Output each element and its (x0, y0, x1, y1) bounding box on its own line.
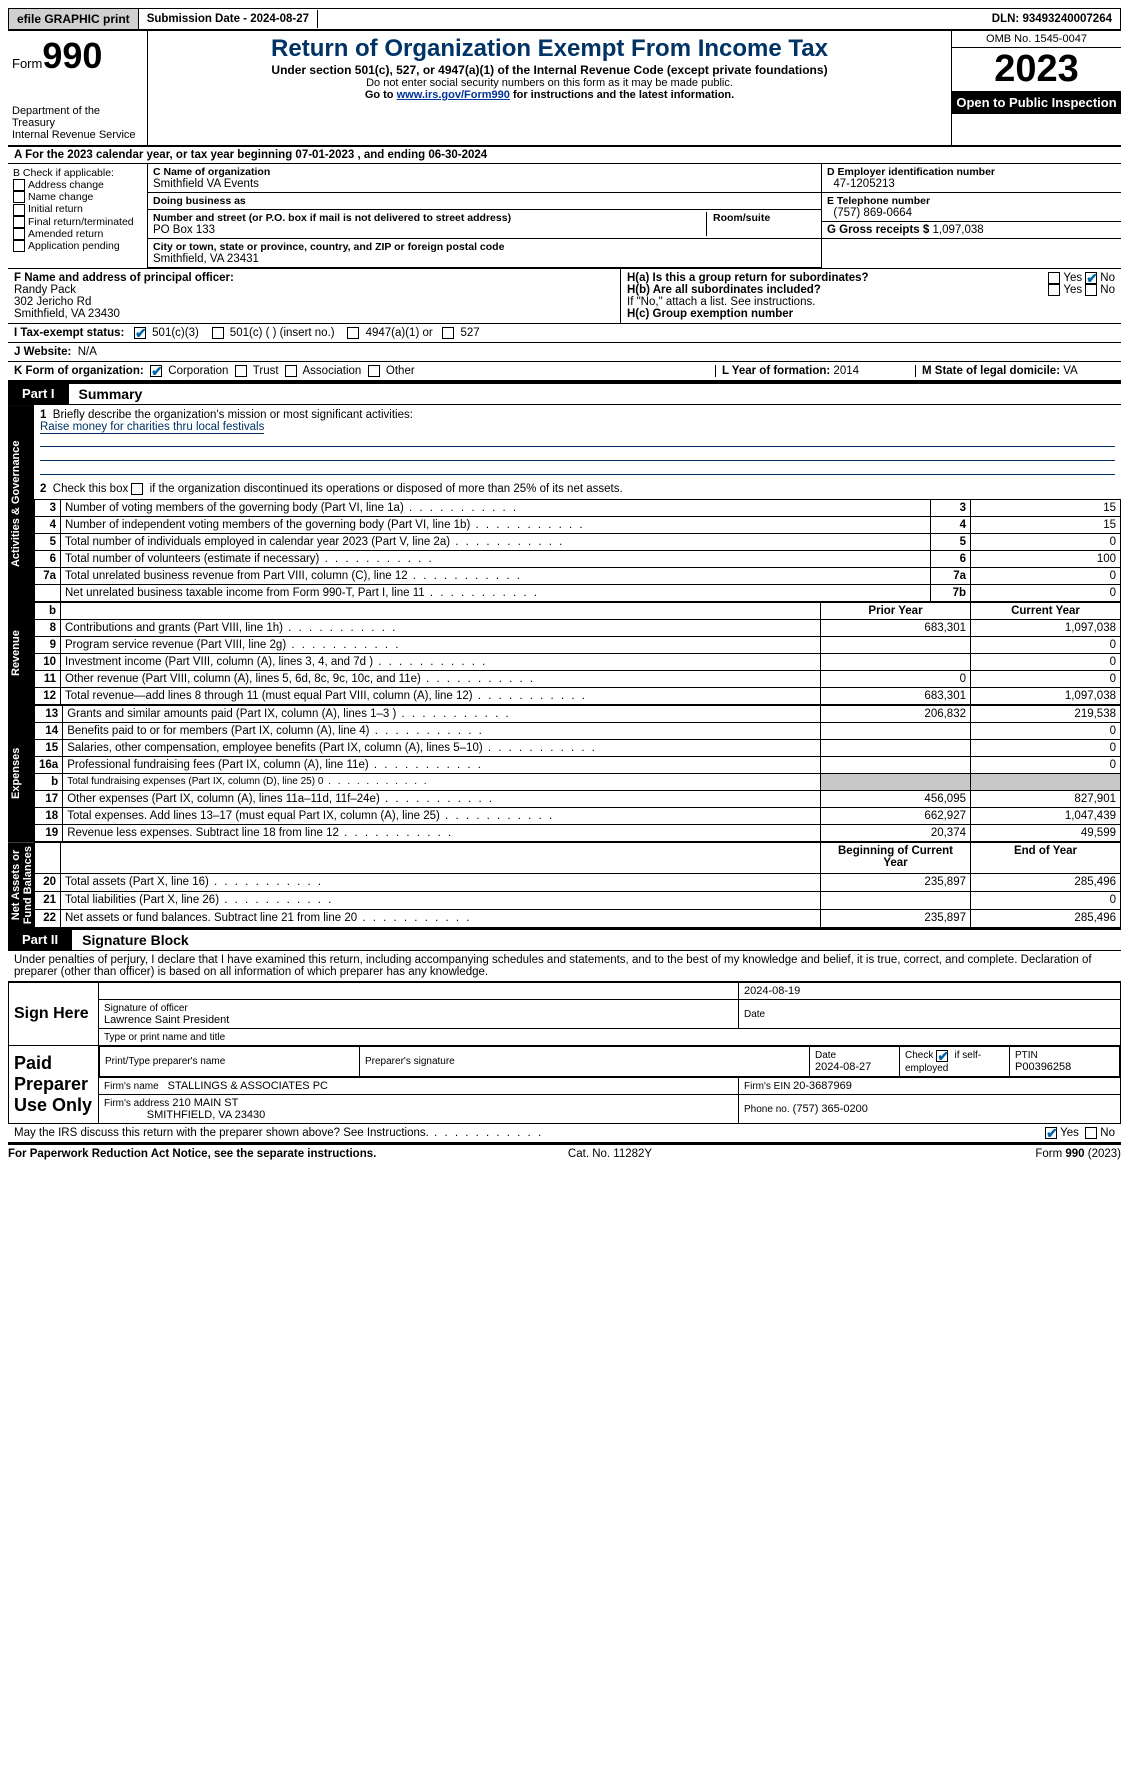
submission-date: Submission Date - 2024-08-27 (139, 10, 318, 28)
street: PO Box 133 (153, 224, 215, 236)
checkbox-icon[interactable] (347, 327, 359, 339)
checkbox-icon[interactable] (13, 191, 25, 203)
f-h-block: F Name and address of principal officer:… (8, 269, 1121, 324)
checkbox-icon[interactable] (1048, 284, 1060, 296)
discuss-row: May the IRS discuss this return with the… (8, 1124, 1121, 1143)
city: Smithfield, VA 23431 (153, 253, 259, 265)
efile-button[interactable]: efile GRAPHIC print (9, 9, 139, 29)
form-header: Form990 Department of the Treasury Inter… (8, 31, 1121, 147)
ssn-note: Do not enter social security numbers on … (154, 77, 945, 89)
checkbox-icon[interactable] (235, 365, 247, 377)
irs-link[interactable]: www.irs.gov/Form990 (397, 89, 510, 101)
checkbox-icon[interactable] (131, 483, 143, 495)
vtab-revenue: Revenue (8, 602, 34, 705)
footer: For Paperwork Reduction Act Notice, see … (8, 1143, 1121, 1160)
form-label: Form (12, 56, 42, 71)
box-f: F Name and address of principal officer:… (8, 269, 621, 323)
dln: DLN: 93493240007264 (984, 10, 1120, 28)
row-klm: K Form of organization: Corporation Trus… (8, 362, 1121, 382)
sign-here: Sign Here (9, 982, 99, 1046)
summary-rows: 3Number of voting members of the governi… (34, 499, 1121, 602)
row-i: I Tax-exempt status: 501(c)(3) 501(c) ( … (8, 324, 1121, 343)
vtab-expenses: Expenses (8, 705, 34, 842)
checkbox-icon[interactable] (13, 179, 25, 191)
checkbox-icon[interactable] (1085, 272, 1097, 284)
checkbox-icon[interactable] (212, 327, 224, 339)
b-opt: Amended return (13, 228, 142, 240)
checkbox-icon[interactable] (442, 327, 454, 339)
box-h: H(a) Is this a group return for subordin… (621, 269, 1121, 323)
paid-preparer: Paid Preparer Use Only (9, 1046, 99, 1123)
checkbox-icon[interactable] (134, 327, 146, 339)
ein: 47-1205213 (833, 178, 894, 190)
goto-line: Go to www.irs.gov/Form990 for instructio… (154, 89, 945, 101)
row-a: A For the 2023 calendar year, or tax yea… (8, 147, 1121, 164)
bcde-block: B Check if applicable: Address change Na… (8, 164, 1121, 269)
b-opt: Name change (13, 191, 142, 203)
row-j: J Website: N/A (8, 343, 1121, 362)
checkbox-icon[interactable] (1048, 272, 1060, 284)
rev-block: Revenue bPrior YearCurrent Year 8Contrib… (8, 602, 1121, 705)
exp-block: Expenses 13Grants and similar amounts pa… (8, 705, 1121, 842)
part2-header: Part II Signature Block (8, 928, 1121, 951)
phone: (757) 869-0664 (833, 207, 912, 219)
form-subtitle: Under section 501(c), 527, or 4947(a)(1)… (154, 63, 945, 77)
checkbox-icon[interactable] (13, 228, 25, 240)
checkbox-icon[interactable] (1045, 1127, 1057, 1139)
open-to-public: Open to Public Inspection (952, 91, 1121, 114)
box-c: C Name of organizationSmithfield VA Even… (148, 164, 821, 268)
b-opt: Final return/terminated (13, 216, 142, 228)
b-opt: Address change (13, 179, 142, 191)
b-opt: Application pending (13, 240, 142, 252)
vtab-governance: Activities & Governance (8, 405, 34, 602)
tax-year: 2023 (952, 48, 1121, 91)
box-d-e-g: D Employer identification number 47-1205… (821, 164, 1121, 268)
checkbox-icon[interactable] (368, 365, 380, 377)
checkbox-icon[interactable] (1085, 1127, 1097, 1139)
checkbox-icon[interactable] (13, 240, 25, 252)
signature-block: Sign Here 2024-08-19 Signature of office… (8, 981, 1121, 1123)
part1-header: Part I Summary (8, 382, 1121, 405)
form-number: 990 (42, 35, 102, 76)
omb: OMB No. 1545-0047 (952, 31, 1121, 48)
gross-receipts: 1,097,038 (932, 224, 983, 236)
topbar: efile GRAPHIC print Submission Date - 20… (8, 8, 1121, 31)
checkbox-icon[interactable] (285, 365, 297, 377)
part1-body: Activities & Governance 1 Briefly descri… (8, 405, 1121, 602)
dept-label: Department of the Treasury Internal Reve… (12, 105, 143, 141)
checkbox-icon[interactable] (936, 1050, 948, 1062)
form-title: Return of Organization Exempt From Incom… (154, 35, 945, 63)
net-block: Net Assets or Fund Balances Beginning of… (8, 842, 1121, 928)
box-b: B Check if applicable: Address change Na… (8, 164, 148, 268)
vtab-net: Net Assets or Fund Balances (8, 842, 34, 928)
org-name: Smithfield VA Events (153, 178, 259, 190)
checkbox-icon[interactable] (13, 216, 25, 228)
checkbox-icon[interactable] (13, 204, 25, 216)
checkbox-icon[interactable] (150, 365, 162, 377)
penalty-declaration: Under penalties of perjury, I declare th… (8, 951, 1121, 981)
mission: Raise money for charities thru local fes… (40, 421, 264, 434)
checkbox-icon[interactable] (1085, 284, 1097, 296)
b-opt: Initial return (13, 203, 142, 215)
